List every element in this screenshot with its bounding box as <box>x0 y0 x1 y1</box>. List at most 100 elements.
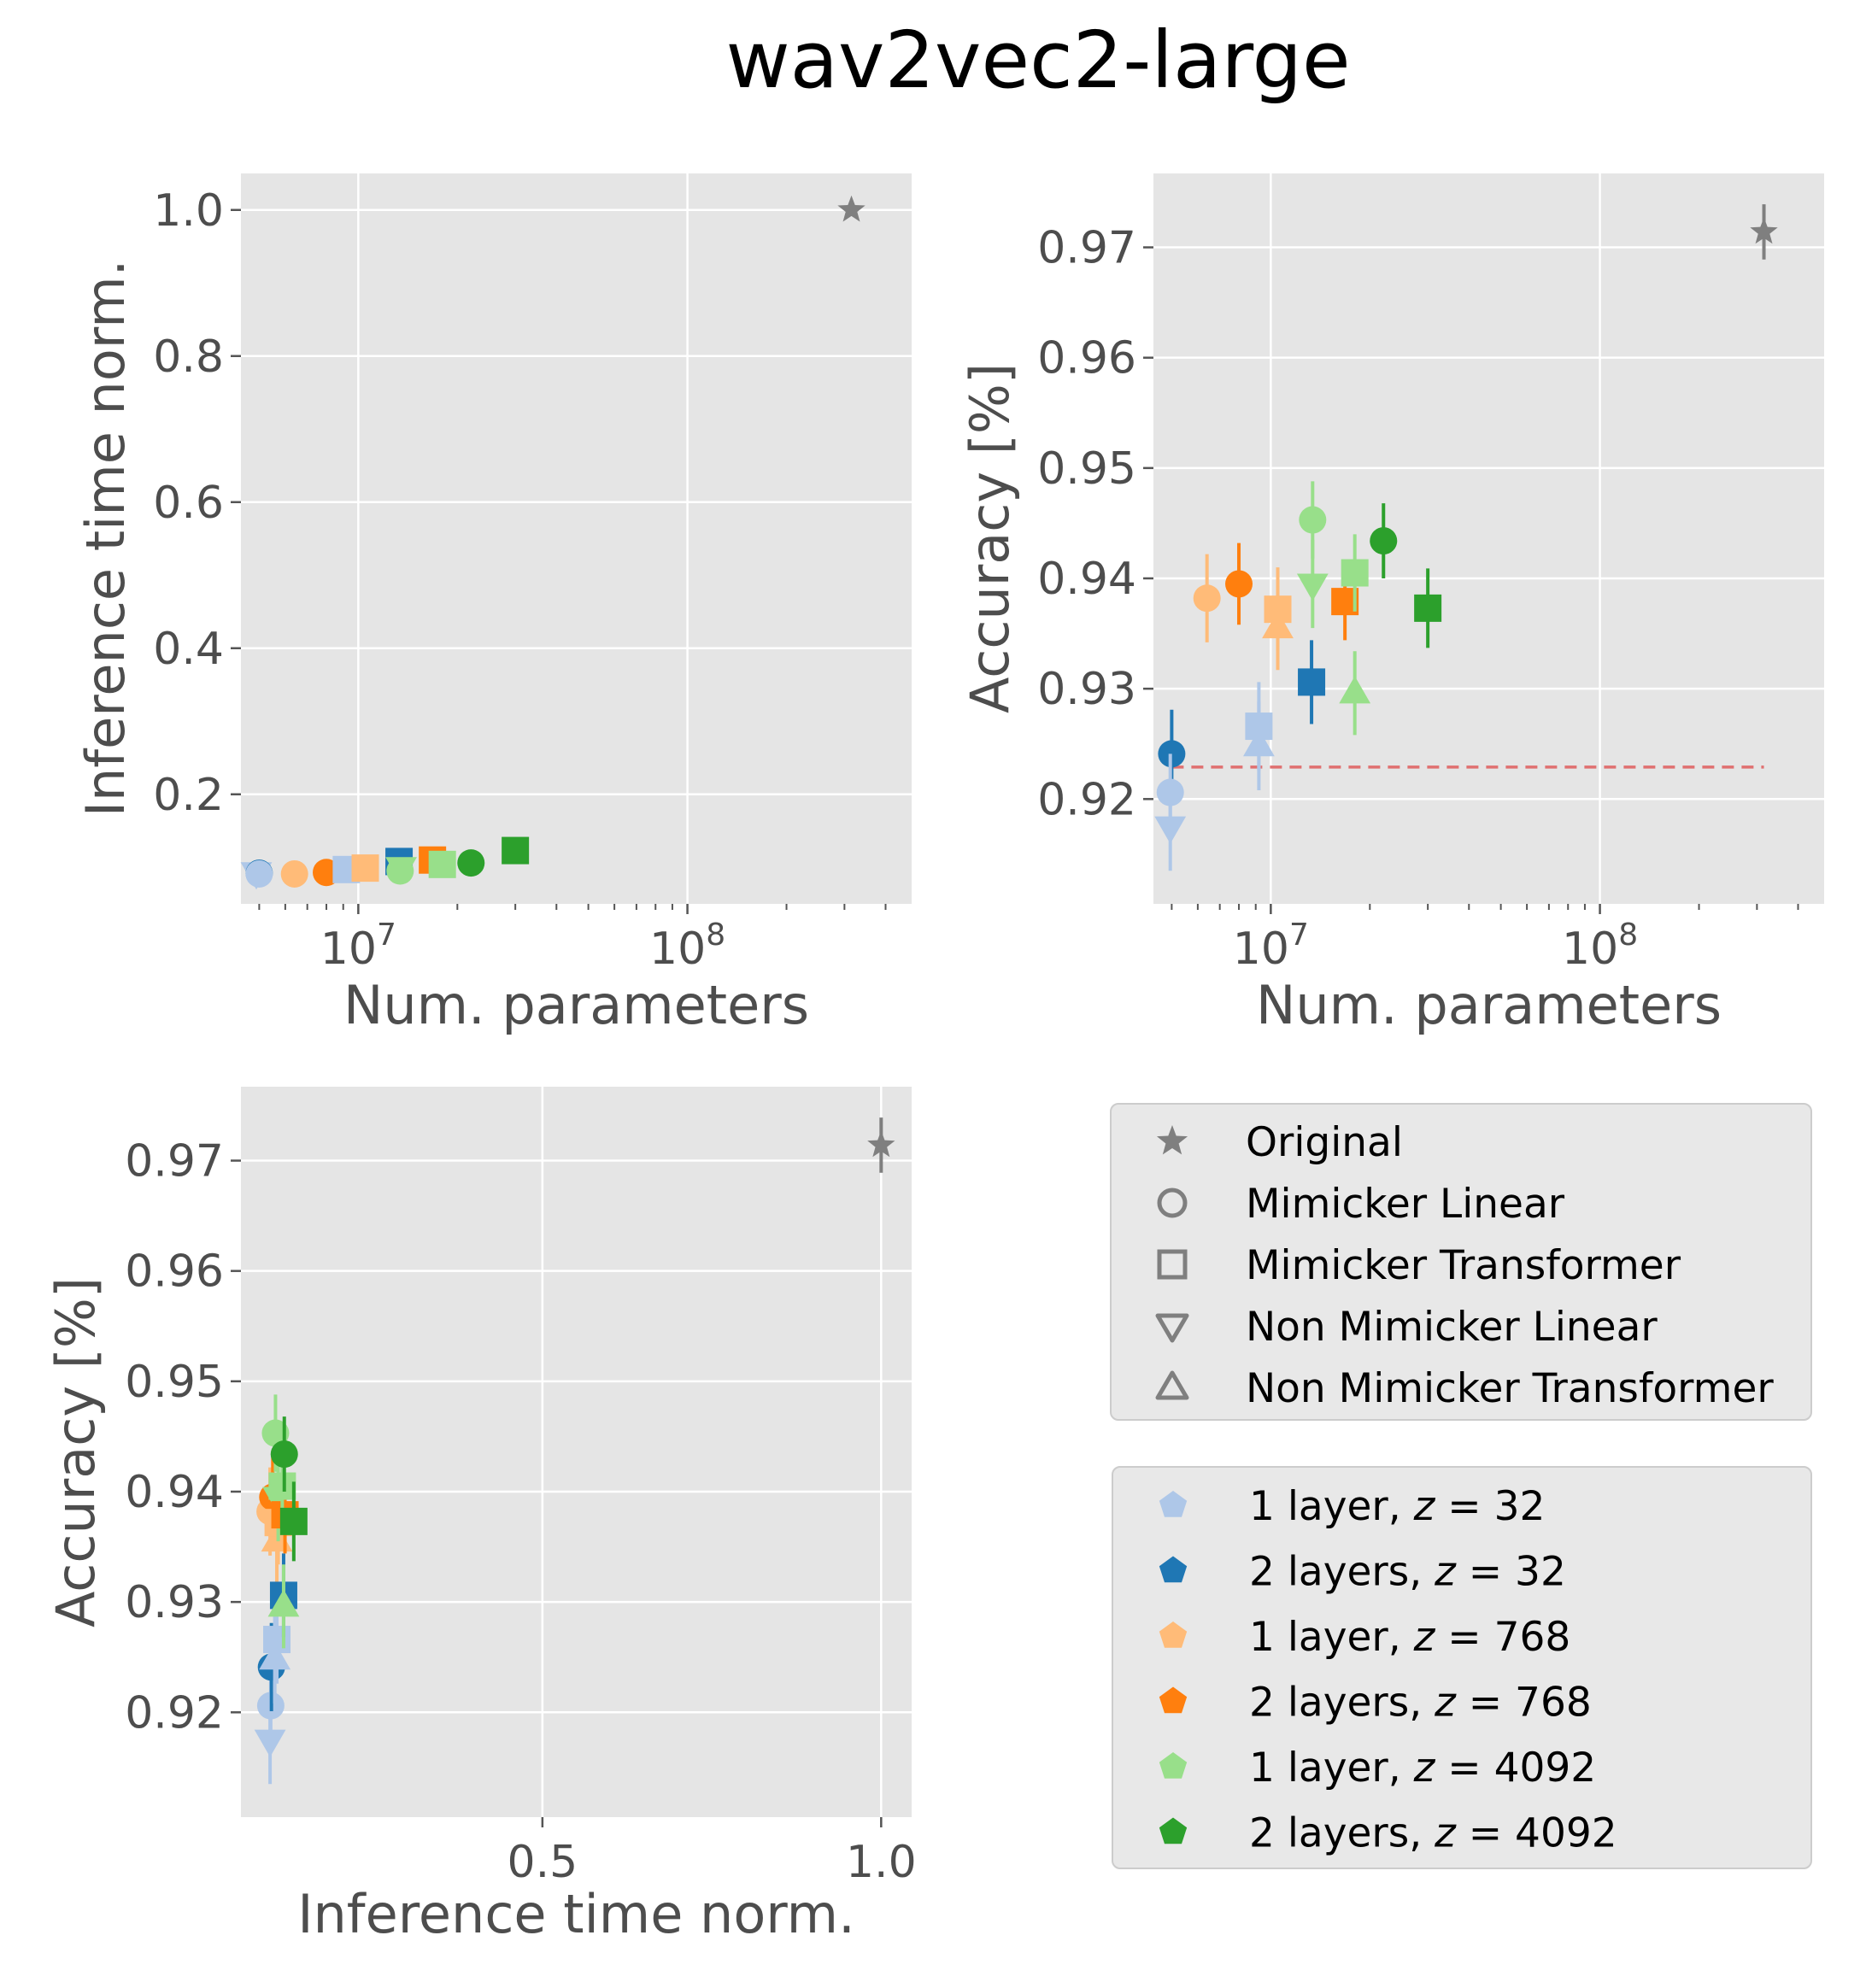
point-marker <box>1262 611 1294 639</box>
marker-legend-item: Non Mimicker Linear <box>1155 1304 1658 1351</box>
x-axis-label: Inference time norm. <box>297 1883 855 1945</box>
y-tick-label: 0.94 <box>1037 554 1136 605</box>
data-point <box>837 195 866 222</box>
data-point <box>351 854 379 883</box>
point-marker <box>457 849 485 877</box>
y-tick-label: 0.97 <box>125 1136 224 1188</box>
x-axis-label: Num. parameters <box>343 974 809 1036</box>
point-marker <box>280 859 308 888</box>
color-legend-item: 2 layers, z = 32 <box>1159 1549 1566 1596</box>
point-marker <box>1296 573 1329 601</box>
star-icon <box>1156 1125 1188 1155</box>
x-tick-label: 108 <box>649 918 725 975</box>
x-tick-label: 107 <box>320 918 396 975</box>
y-tick-label: 0.95 <box>1037 443 1136 495</box>
point-marker <box>1341 559 1369 587</box>
point-marker <box>245 859 273 888</box>
y-tick-label: 1.0 <box>153 185 224 237</box>
data-point <box>245 859 273 888</box>
y-tick-label: 0.95 <box>125 1357 224 1408</box>
y-tick-label: 0.96 <box>125 1246 224 1298</box>
data-point <box>1225 542 1253 625</box>
color-legend-item: 1 layer, z = 4092 <box>1159 1745 1596 1792</box>
data-point <box>1370 503 1398 578</box>
y-axis-label: Inference time norm. <box>74 260 137 818</box>
color-legend-label: 2 layers, z = 4092 <box>1249 1810 1617 1857</box>
data-point <box>457 849 485 877</box>
plot-background <box>241 1087 912 1817</box>
x-axis-label: Num. parameters <box>1256 974 1722 1036</box>
marker-legend-item: Non Mimicker Transformer <box>1155 1365 1774 1412</box>
data-point <box>867 1117 895 1173</box>
marker-legend-label: Non Mimicker Transformer <box>1246 1365 1774 1412</box>
pentagon-swatch-icon <box>1159 1686 1188 1714</box>
color-legend-label: 2 layers, z = 32 <box>1249 1549 1566 1596</box>
data-point <box>279 1481 308 1562</box>
y-axis-label: Accuracy [%] <box>959 363 1021 713</box>
color-legend-label: 1 layer, z = 32 <box>1249 1483 1545 1530</box>
data-point <box>1339 651 1371 736</box>
data-point <box>280 859 308 888</box>
point-marker <box>1193 584 1221 613</box>
data-point <box>1243 701 1275 790</box>
point-marker <box>385 857 417 885</box>
point-marker <box>1298 668 1326 696</box>
figure-title: wav2vec2-large <box>725 15 1350 106</box>
data-point <box>1750 204 1778 260</box>
point-marker <box>261 1419 290 1447</box>
point-marker <box>837 195 866 222</box>
pentagon-swatch-icon <box>1159 1556 1188 1583</box>
color-legend-item: 2 layers, z = 4092 <box>1159 1810 1617 1857</box>
color-legend-label: 2 layers, z = 768 <box>1249 1680 1592 1727</box>
pentagon-swatch-icon <box>1159 1817 1188 1844</box>
y-tick-label: 0.6 <box>153 478 224 529</box>
marker-legend-label: Non Mimicker Linear <box>1246 1304 1658 1351</box>
triangle-down-icon <box>1155 1313 1189 1343</box>
color-legend-label: 1 layer, z = 768 <box>1249 1614 1570 1661</box>
point-marker <box>351 854 379 883</box>
color-legend-item: 2 layers, z = 768 <box>1159 1680 1592 1727</box>
pentagon-swatch-icon <box>1159 1621 1188 1648</box>
point-marker <box>267 1589 300 1617</box>
point-marker <box>1750 217 1778 244</box>
data-point <box>1414 568 1442 648</box>
point-marker <box>1414 594 1442 622</box>
triangle-up-icon <box>1155 1370 1189 1400</box>
y-axis-label: Accuracy [%] <box>44 1277 107 1627</box>
x-tick-label: 107 <box>1233 918 1309 975</box>
point-marker <box>268 1472 296 1500</box>
y-tick-label: 0.93 <box>1037 664 1136 715</box>
color-legend-item: 1 layer, z = 32 <box>1159 1483 1545 1530</box>
marker-legend-item: Original <box>1156 1119 1403 1166</box>
point-marker <box>270 1440 298 1469</box>
data-point <box>270 1416 298 1492</box>
point-marker <box>428 850 456 878</box>
inference-time-vs-accuracy-panel: 0.5 1.0 0.92 0.93 0.94 0.95 0.96 0.97 Inference … <box>44 1087 917 1945</box>
data-point <box>267 1564 300 1649</box>
data-point <box>263 1595 291 1684</box>
point-marker <box>1243 729 1275 757</box>
color-legend-item: 1 layer, z = 768 <box>1159 1614 1570 1661</box>
point-marker <box>502 836 530 865</box>
color-legend-frame <box>1112 1466 1812 1869</box>
x-tick-label: 0.5 <box>508 1837 578 1888</box>
marker-legend-label: Mimicker Transformer <box>1246 1242 1681 1289</box>
point-marker <box>279 1507 308 1535</box>
data-point <box>502 836 530 865</box>
plot-background <box>1153 173 1824 904</box>
point-marker <box>1154 816 1187 844</box>
data-point <box>385 857 417 885</box>
y-tick-label: 0.97 <box>1037 223 1136 274</box>
data-point <box>1154 782 1187 871</box>
x-tick-label: 108 <box>1562 918 1638 975</box>
point-marker <box>1339 676 1371 704</box>
y-tick-label: 0.93 <box>125 1577 224 1628</box>
params-vs-accuracy-panel: 107 108 0.92 0.93 0.94 0.95 0.96 0.97 Num. param… <box>959 173 1824 1036</box>
y-tick-label: 0.96 <box>1037 333 1136 384</box>
plot-background <box>241 173 912 904</box>
marker-legend: Original Mimicker Linear Mimicker Transfor… <box>1110 1103 1812 1421</box>
marker-legend-frame <box>1110 1103 1812 1421</box>
data-point <box>428 850 456 878</box>
point-marker <box>263 1626 291 1654</box>
